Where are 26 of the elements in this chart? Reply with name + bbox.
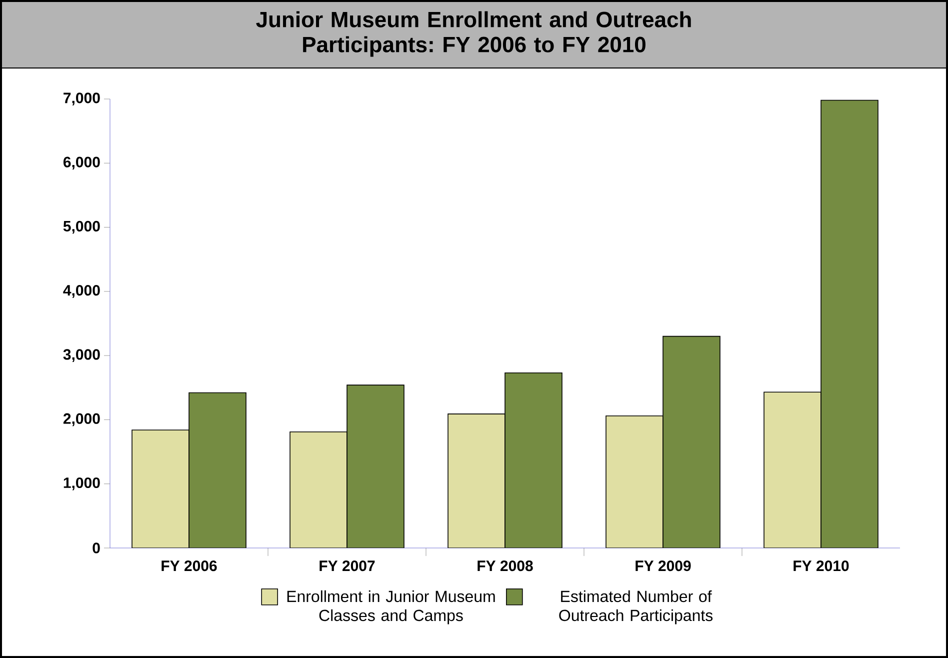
x-tick-label: FY 2006 [162,560,217,572]
y-tick-label: 5,000 [63,220,100,234]
legend-label: Estimated Number of Outreach Participants [559,590,713,624]
bar [188,392,246,548]
bar [606,415,664,548]
bar [504,372,562,548]
y-tick-label: 4,000 [63,285,100,298]
y-tick-label: 0 [92,542,100,554]
bar [662,336,720,548]
y-tick-label: 7,000 [64,92,100,106]
bar [346,384,404,548]
bar [448,414,506,548]
bar [764,392,822,548]
x-tick-label: FY 2010 [794,560,849,572]
x-tick-label: FY 2007 [320,560,375,572]
y-tick-label: 6,000 [63,156,100,170]
bar [132,430,190,548]
x-tick-label: FY 2009 [636,560,691,572]
chart-title: Junior Museum Enrollment and Outreach Participants: FY 2006 to FY 2010 [256,11,691,57]
legend-label: Enrollment in Junior Museum Classes and Camps [287,590,495,624]
bar [820,100,878,548]
y-tick-label: 3,000 [63,349,100,362]
x-tick-label: FY 2008 [478,560,533,572]
y-tick-label: 2,000 [63,413,100,426]
y-tick-label: 1,000 [64,477,100,490]
bar [290,431,348,548]
